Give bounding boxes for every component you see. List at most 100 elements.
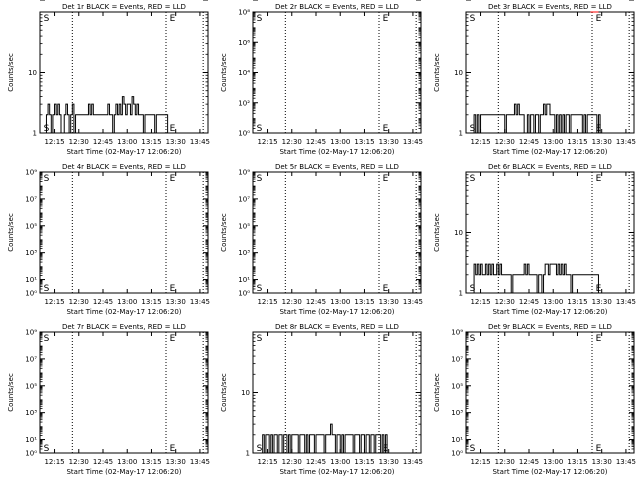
x-tick-label: 13:00 [117,458,137,466]
y-axis-label: Counts/sec [7,373,15,412]
y-tick-label: 10⁰ [238,290,250,298]
x-tick-label: 12:15 [257,458,277,466]
x-tick-label: 13:15 [354,298,374,306]
marker-s-top: S [257,14,263,24]
marker-s-top: S [257,174,263,184]
plot-frame [39,171,209,294]
y-tick-label: 10² [238,99,250,107]
events-series [261,423,389,454]
marker-e-top: E [170,174,176,184]
y-tick-label: 10¹ [25,276,37,284]
x-tick-label: 13:15 [567,298,587,306]
y-axis-label: Counts/sec [433,213,441,252]
y-tick-label: 1 [459,130,463,138]
y-tick-label: 10⁹ [25,329,37,337]
panel-title: Det 8r BLACK = Events, RED = LLD [275,323,399,331]
marker-s-bottom: S [257,444,263,454]
events-series [472,263,601,294]
plot-frame [252,171,422,294]
x-tick-label: 12:30 [495,138,515,146]
panel-det-1: Det 1r BLACK = Events, RED = LLD 12:15 12:… [7,0,210,156]
y-tick-label: 10⁹ [25,169,37,177]
marker-s-bottom: S [470,444,476,454]
marker-e-bottom: E [596,444,602,454]
x-tick-label: 13:30 [166,138,186,146]
y-tick-label: 1 [246,450,250,458]
x-axis-label: Start Time (02-May-17 12:06:20) [66,468,181,476]
x-tick-label: 13:00 [117,138,137,146]
y-tick-label: 10¹ [25,436,37,444]
x-tick-label: 12:45 [93,298,113,306]
x-tick-label: 13:15 [354,458,374,466]
x-tick-label: 12:30 [69,298,89,306]
y-tick-label: 10 [241,389,250,397]
y-tick-label: 10⁸ [238,9,250,17]
panel-det-8: Det 8r BLACK = Events, RED = LLD 12:15 12:… [220,0,423,476]
y-tick-label: 10⁰ [25,290,37,298]
y-tick-label: 1 [459,290,463,298]
marker-e-top: E [596,174,602,184]
x-tick-label: 12:30 [282,458,302,466]
x-tick-label: 13:45 [616,138,636,146]
x-tick-label: 13:30 [166,298,186,306]
x-tick-label: 13:30 [166,458,186,466]
panel-det-5: Det 5r BLACK = Events, RED = LLD 12:15 12:… [220,163,423,316]
y-tick-label: 10⁷ [25,355,37,363]
x-axis-label: Start Time (02-May-17 12:06:20) [66,308,181,316]
marker-e-top: E [596,334,602,344]
y-tick-label: 10⁷ [238,195,250,203]
x-tick-label: 13:45 [403,298,423,306]
y-tick-label: 10⁵ [238,222,250,230]
x-tick-label: 13:15 [141,298,161,306]
marker-e-top: E [170,14,176,24]
marker-e-bottom: E [170,444,176,454]
y-axis-label: Counts/sec [433,53,441,92]
panel-det-2: Det 2r BLACK = Events, RED = LLD 12:15 12:… [220,3,423,156]
marker-e-top: E [596,14,602,24]
marker-s-top: S [44,174,50,184]
panel-det-6: Det 6r BLACK = Events, RED = LLD 12:15 12:… [433,0,636,316]
y-tick-label: 10⁰ [238,130,250,138]
plot-frame [252,11,422,134]
y-tick-label: 10³ [451,409,463,417]
marker-e-top: E [383,334,389,344]
y-tick-label: 10 [454,229,463,237]
x-tick-label: 13:45 [190,458,210,466]
plot-frame [465,331,635,454]
x-tick-label: 12:30 [69,138,89,146]
panel-title: Det 9r BLACK = Events, RED = LLD [488,323,612,331]
marker-e-bottom: E [383,284,389,294]
y-tick-label: 100 [450,0,463,2]
x-tick-label: 13:45 [190,138,210,146]
y-tick-label: 10⁶ [238,39,250,47]
x-axis-label: Start Time (02-May-17 12:06:20) [279,468,394,476]
x-tick-label: 13:00 [543,458,563,466]
x-axis-label: Start Time (02-May-17 12:06:20) [492,308,607,316]
x-tick-label: 12:45 [519,138,539,146]
x-tick-label: 13:30 [592,298,612,306]
x-axis-label: Start Time (02-May-17 12:06:20) [492,468,607,476]
y-axis-label: Counts/sec [220,213,228,252]
x-tick-label: 13:30 [379,138,399,146]
x-tick-label: 13:15 [141,458,161,466]
x-tick-label: 12:15 [44,458,64,466]
x-tick-label: 12:15 [44,298,64,306]
x-tick-label: 13:30 [379,458,399,466]
y-tick-label: 10⁴ [238,69,250,77]
marker-e-top: E [383,174,389,184]
y-tick-label: 10¹ [451,436,463,444]
y-tick-label: 10 [28,69,37,77]
panel-title: Det 7r BLACK = Events, RED = LLD [62,323,186,331]
y-tick-label: 10¹ [238,276,250,284]
x-tick-label: 12:30 [282,298,302,306]
x-tick-label: 12:45 [93,138,113,146]
marker-s-bottom: S [257,124,263,134]
x-tick-label: 12:45 [519,298,539,306]
x-tick-label: 12:15 [470,138,490,146]
marker-s-bottom: S [257,284,263,294]
x-tick-label: 12:15 [257,298,277,306]
marker-e-bottom: E [383,124,389,134]
panel-title: Det 4r BLACK = Events, RED = LLD [62,163,186,171]
x-tick-label: 12:45 [519,458,539,466]
y-axis-label: Counts/sec [7,213,15,252]
